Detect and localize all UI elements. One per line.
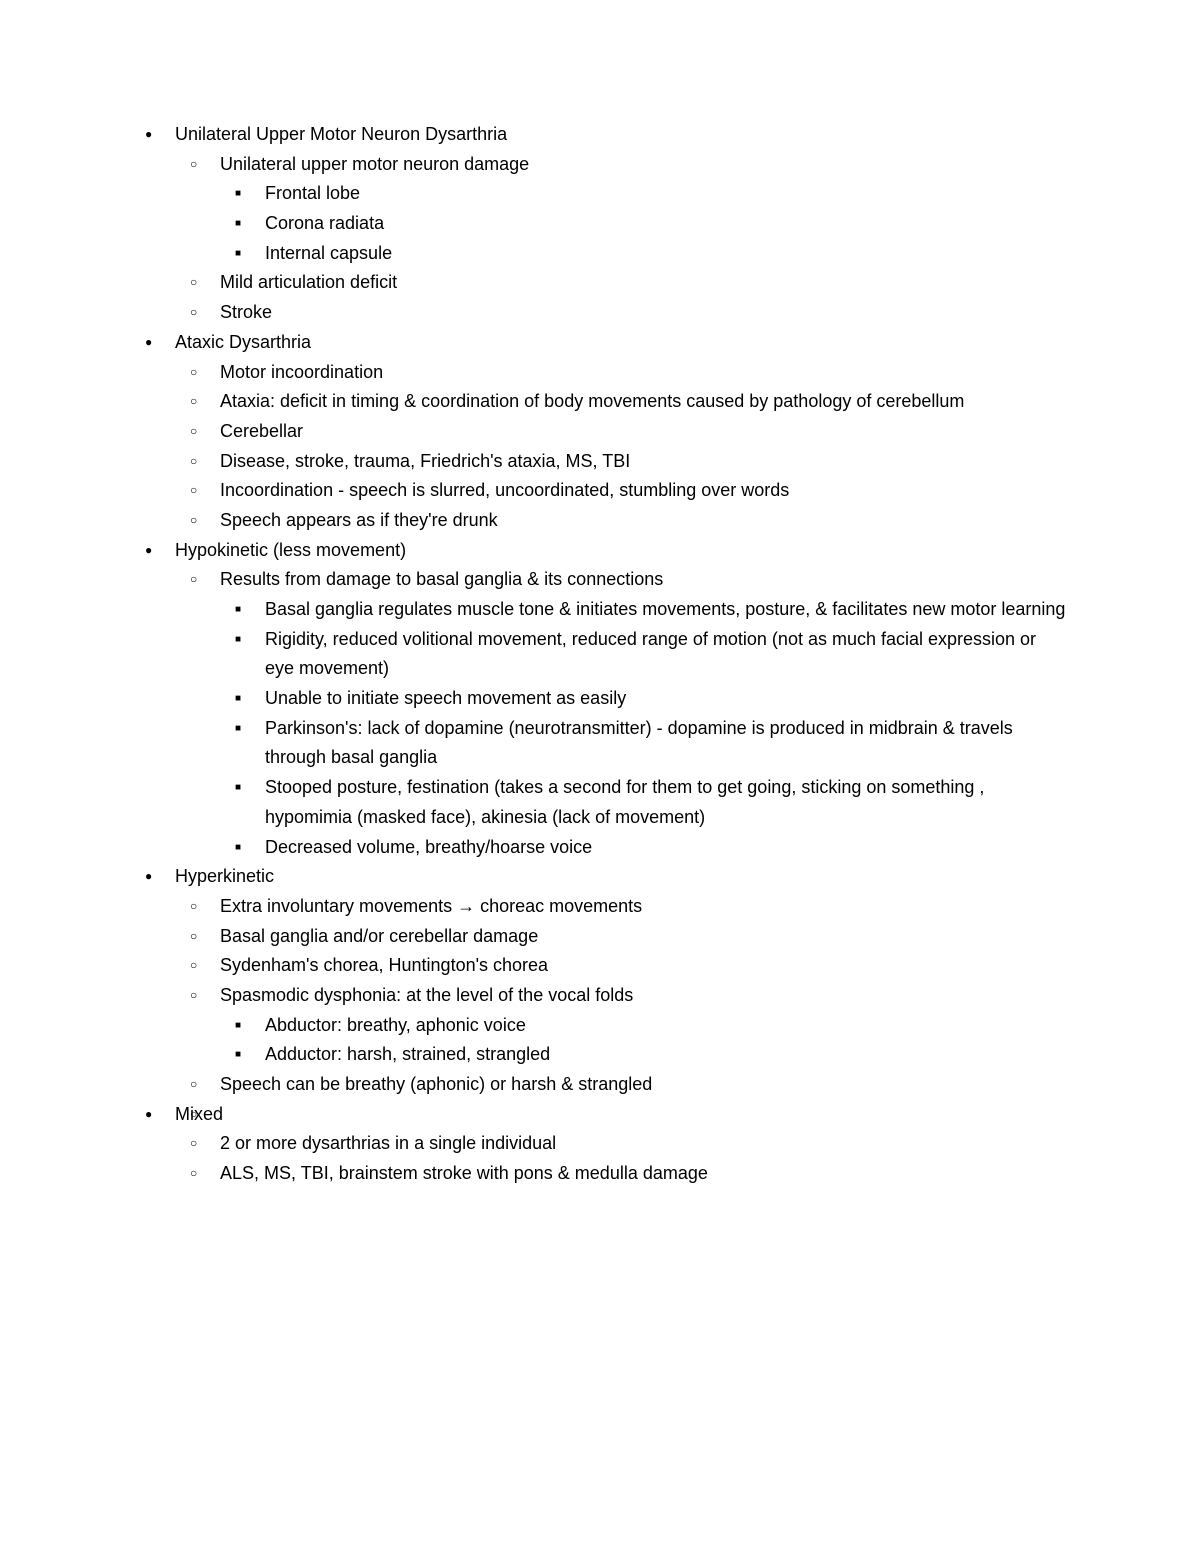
list-item: Sydenham's chorea, Huntington's chorea bbox=[175, 951, 1070, 981]
item-text: Unable to initiate speech movement as ea… bbox=[265, 688, 626, 708]
nested-list: Results from damage to basal ganglia & i… bbox=[175, 565, 1070, 862]
list-item: Internal capsule bbox=[220, 239, 1070, 269]
nested-list: 2 or more dysarthrias in a single indivi… bbox=[175, 1129, 1070, 1188]
item-text: Speech can be breathy (aphonic) or harsh… bbox=[220, 1074, 652, 1094]
list-item: Stroke bbox=[175, 298, 1070, 328]
list-item: Parkinson's: lack of dopamine (neurotran… bbox=[220, 714, 1070, 773]
list-item: Speech appears as if they're drunk bbox=[175, 506, 1070, 536]
nested-list: Extra involuntary movements → choreac mo… bbox=[175, 892, 1070, 1100]
item-text: ALS, MS, TBI, brainstem stroke with pons… bbox=[220, 1163, 708, 1183]
item-text: Cerebellar bbox=[220, 421, 303, 441]
item-text: Basal ganglia regulates muscle tone & in… bbox=[265, 599, 1065, 619]
item-text: Stroke bbox=[220, 302, 272, 322]
list-item: Rigidity, reduced volitional movement, r… bbox=[220, 625, 1070, 684]
nested-list: Unilateral upper motor neuron damage Fron… bbox=[175, 150, 1070, 328]
item-text: Abductor: breathy, aphonic voice bbox=[265, 1015, 526, 1035]
item-text: Hyperkinetic bbox=[175, 866, 274, 886]
list-item: Speech can be breathy (aphonic) or harsh… bbox=[175, 1070, 1070, 1100]
list-item: Ataxia: deficit in timing & coordination… bbox=[175, 387, 1070, 417]
item-text: Unilateral Upper Motor Neuron Dysarthria bbox=[175, 124, 507, 144]
item-text: Frontal lobe bbox=[265, 183, 360, 203]
item-text: Mixed bbox=[175, 1104, 223, 1124]
item-text: Decreased volume, breathy/hoarse voice bbox=[265, 837, 592, 857]
item-text: Unilateral upper motor neuron damage bbox=[220, 154, 529, 174]
list-item: Spasmodic dysphonia: at the level of the… bbox=[175, 981, 1070, 1070]
list-item: Unilateral Upper Motor Neuron Dysarthria… bbox=[130, 120, 1070, 328]
item-text: Hypokinetic (less movement) bbox=[175, 540, 406, 560]
list-item: Corona radiata bbox=[220, 209, 1070, 239]
nested-list: Frontal lobe Corona radiata Internal capsu… bbox=[220, 179, 1070, 268]
item-text: 2 or more dysarthrias in a single indivi… bbox=[220, 1133, 556, 1153]
item-text: Results from damage to basal ganglia & i… bbox=[220, 569, 663, 589]
item-text: Basal ganglia and/or cerebellar damage bbox=[220, 926, 538, 946]
list-item: 2 or more dysarthrias in a single indivi… bbox=[175, 1129, 1070, 1159]
list-item: Extra involuntary movements → choreac mo… bbox=[175, 892, 1070, 922]
list-item: Decreased volume, breathy/hoarse voice bbox=[220, 833, 1070, 863]
item-text: Corona radiata bbox=[265, 213, 384, 233]
item-text: Internal capsule bbox=[265, 243, 392, 263]
list-item: Motor incoordination bbox=[175, 358, 1070, 388]
item-text: Rigidity, reduced volitional movement, r… bbox=[265, 629, 1036, 679]
list-item: Results from damage to basal ganglia & i… bbox=[175, 565, 1070, 862]
list-item: Unilateral upper motor neuron damage Fron… bbox=[175, 150, 1070, 269]
list-item: Hypokinetic (less movement) Results from … bbox=[130, 536, 1070, 863]
item-text: Disease, stroke, trauma, Friedrich's ata… bbox=[220, 451, 630, 471]
list-item: Basal ganglia regulates muscle tone & in… bbox=[220, 595, 1070, 625]
item-text: Ataxic Dysarthria bbox=[175, 332, 311, 352]
list-item: Unable to initiate speech movement as ea… bbox=[220, 684, 1070, 714]
item-text: Ataxia: deficit in timing & coordination… bbox=[220, 391, 964, 411]
item-text: Motor incoordination bbox=[220, 362, 383, 382]
list-item: Cerebellar bbox=[175, 417, 1070, 447]
list-item: Hyperkinetic Extra involuntary movements … bbox=[130, 862, 1070, 1100]
nested-list: Basal ganglia regulates muscle tone & in… bbox=[220, 595, 1070, 862]
nested-list: Motor incoordination Ataxia: deficit in t… bbox=[175, 358, 1070, 536]
list-item: Ataxic Dysarthria Motor incoordination Ata… bbox=[130, 328, 1070, 536]
list-item: Frontal lobe bbox=[220, 179, 1070, 209]
item-text: Adductor: harsh, strained, strangled bbox=[265, 1044, 550, 1064]
outline-list: Unilateral Upper Motor Neuron Dysarthria… bbox=[130, 120, 1070, 1189]
item-text: Mild articulation deficit bbox=[220, 272, 397, 292]
list-item: ALS, MS, TBI, brainstem stroke with pons… bbox=[175, 1159, 1070, 1189]
list-item: Disease, stroke, trauma, Friedrich's ata… bbox=[175, 447, 1070, 477]
list-item: Incoordination - speech is slurred, unco… bbox=[175, 476, 1070, 506]
list-item: Mixed 2 or more dysarthrias in a single … bbox=[130, 1100, 1070, 1189]
item-text: Incoordination - speech is slurred, unco… bbox=[220, 480, 789, 500]
list-item: Mild articulation deficit bbox=[175, 268, 1070, 298]
item-text: Speech appears as if they're drunk bbox=[220, 510, 498, 530]
list-item: Stooped posture, festination (takes a se… bbox=[220, 773, 1070, 832]
item-text: Extra involuntary movements → choreac mo… bbox=[220, 896, 642, 916]
item-text: Sydenham's chorea, Huntington's chorea bbox=[220, 955, 548, 975]
list-item: Basal ganglia and/or cerebellar damage bbox=[175, 922, 1070, 952]
list-item: Adductor: harsh, strained, strangled bbox=[220, 1040, 1070, 1070]
list-item: Abductor: breathy, aphonic voice bbox=[220, 1011, 1070, 1041]
nested-list: Abductor: breathy, aphonic voice Adductor… bbox=[220, 1011, 1070, 1070]
item-text: Parkinson's: lack of dopamine (neurotran… bbox=[265, 718, 1013, 768]
item-text: Stooped posture, festination (takes a se… bbox=[265, 777, 984, 827]
item-text: Spasmodic dysphonia: at the level of the… bbox=[220, 985, 633, 1005]
